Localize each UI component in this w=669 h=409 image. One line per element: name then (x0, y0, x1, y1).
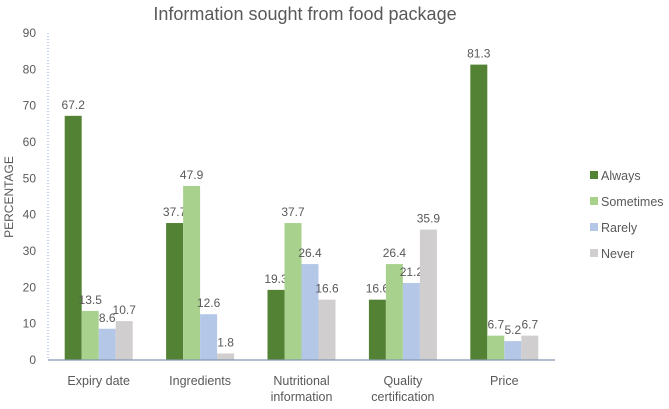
data-label: 81.3 (467, 47, 491, 61)
x-tick-label: Expiry date (67, 374, 130, 388)
legend-label: Sometimes (601, 195, 664, 209)
y-tick-label: 40 (23, 208, 37, 222)
data-label: 16.6 (315, 282, 339, 296)
y-tick-label: 10 (23, 317, 37, 331)
data-label: 6.7 (521, 318, 538, 332)
y-tick-label: 90 (23, 26, 37, 40)
y-axis-label: PERCENTAGE (2, 156, 16, 238)
bar-sometimes (385, 264, 403, 360)
data-label: 10.7 (113, 303, 137, 317)
y-tick-label: 70 (23, 99, 37, 113)
data-label: 35.9 (417, 212, 441, 226)
bar-sometimes (183, 185, 201, 360)
legend-swatch (590, 249, 598, 257)
y-tick-label: 50 (23, 171, 37, 185)
bar-rarely (301, 264, 319, 360)
bar-never (419, 229, 437, 360)
bar-always (64, 115, 82, 360)
data-label: 37.7 (281, 205, 305, 219)
data-label: 21.2 (400, 265, 424, 279)
data-label: 6.7 (487, 318, 504, 332)
bar-always (368, 299, 386, 360)
data-label: 12.6 (197, 296, 221, 310)
x-tick-label: Nutritional (273, 374, 329, 388)
chart-title: Information sought from food package (153, 4, 456, 24)
bar-always (470, 64, 488, 361)
x-tick-label: Ingredients (169, 374, 231, 388)
legend-swatch (590, 223, 598, 231)
data-label: 26.4 (298, 246, 322, 260)
x-tick-label: certification (371, 390, 434, 404)
y-tick-label: 30 (23, 244, 37, 258)
data-label: 16.6 (366, 282, 390, 296)
legend-label: Rarely (601, 221, 638, 235)
data-label: 37.7 (163, 205, 187, 219)
bar-sometimes (284, 223, 302, 360)
data-label: 19.3 (264, 272, 288, 286)
x-tick-label: Quality (383, 374, 423, 388)
data-label: 8.6 (99, 311, 116, 325)
bar-never (521, 335, 539, 360)
bar-never (318, 299, 336, 360)
legend-label: Never (601, 247, 634, 261)
bar-never (217, 353, 235, 360)
x-tick-label: information (271, 390, 333, 404)
y-tick-label: 20 (23, 280, 37, 294)
y-tick-label: 80 (23, 62, 37, 76)
bar-always (166, 223, 184, 360)
bar-rarely (504, 341, 522, 360)
x-tick-label: Price (490, 374, 519, 388)
bar-sometimes (81, 310, 99, 360)
legend-swatch (590, 171, 598, 179)
bar-rarely (402, 282, 420, 360)
data-label: 26.4 (383, 246, 407, 260)
data-label: 67.2 (62, 98, 86, 112)
bar-sometimes (487, 335, 505, 360)
legend-label: Always (601, 169, 641, 183)
bar-never (115, 321, 133, 360)
data-label: 47.9 (180, 168, 204, 182)
bar-rarely (200, 314, 218, 360)
y-tick-label: 0 (29, 353, 36, 367)
data-label: 13.5 (79, 293, 103, 307)
legend-swatch (590, 197, 598, 205)
data-label: 5.2 (504, 323, 521, 337)
bar-rarely (98, 328, 116, 360)
y-tick-label: 60 (23, 135, 37, 149)
data-label: 1.8 (217, 335, 234, 349)
bar-always (267, 289, 285, 360)
